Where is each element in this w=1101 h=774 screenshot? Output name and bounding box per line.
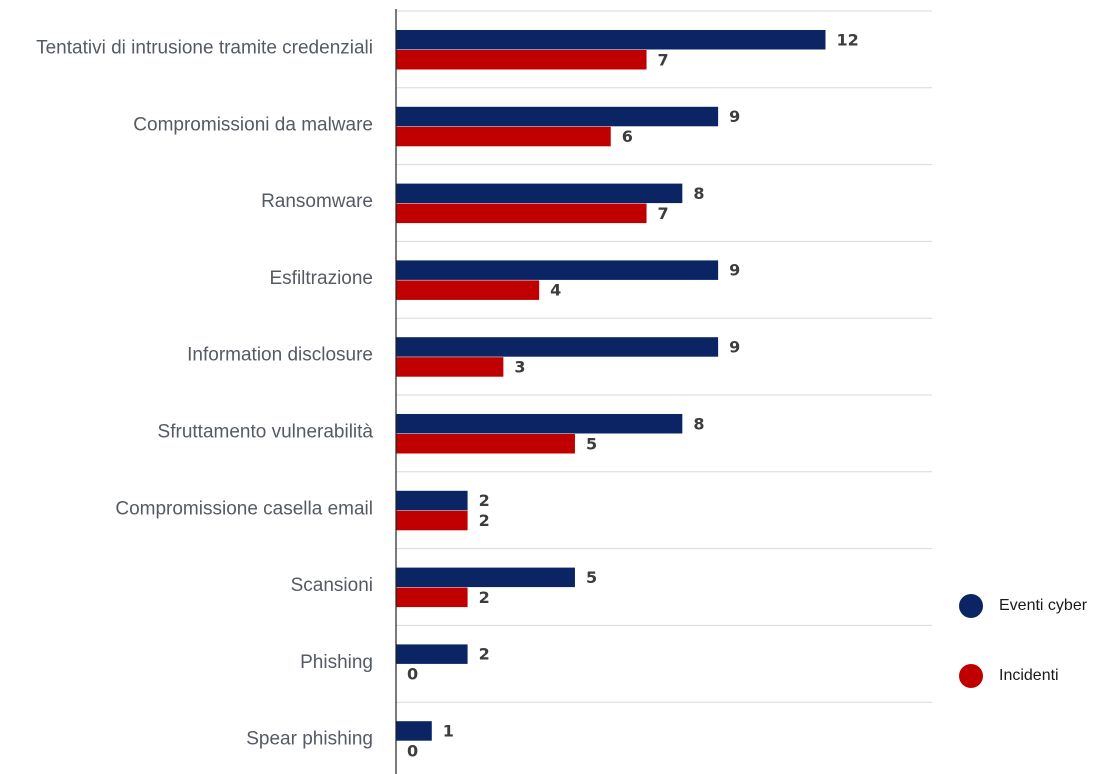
bar-incidenti	[396, 50, 647, 70]
category-label: Compromissione casella email	[115, 498, 373, 519]
data-label: 2	[479, 588, 490, 607]
bar-incidenti	[396, 357, 504, 377]
data-label: 0	[407, 665, 418, 684]
data-label: 1	[443, 721, 454, 740]
legend-label: Eventi cyber	[999, 597, 1088, 614]
bar-eventi-cyber	[396, 414, 683, 434]
data-label: 12	[837, 30, 859, 49]
bar-incidenti	[396, 280, 540, 300]
bar-incidenti	[396, 587, 468, 608]
category-label: Sfruttamento vulnerabilità	[158, 422, 374, 443]
data-label: 2	[479, 491, 490, 510]
data-label: 8	[693, 414, 704, 433]
category-label: Phishing	[300, 652, 373, 673]
category-label: Information disclosure	[187, 345, 373, 366]
bar-incidenti	[396, 126, 611, 147]
bars	[396, 30, 826, 741]
category-label: Tentativi di intrusione tramite credenzi…	[36, 38, 373, 59]
legend: Eventi cyber Incidenti	[959, 594, 1088, 688]
legend-swatch	[959, 664, 983, 688]
data-label: 2	[479, 645, 490, 664]
bar-incidenti	[396, 510, 468, 531]
data-label: 7	[658, 204, 669, 223]
category-label: Compromissioni da malware	[133, 114, 373, 135]
labels: Tentativi di intrusione tramite credenzi…	[36, 30, 859, 760]
bar-eventi-cyber	[396, 183, 683, 204]
bar-eventi-cyber	[396, 721, 432, 741]
data-label: 9	[729, 337, 740, 356]
legend-swatch	[959, 594, 983, 618]
data-label: 5	[586, 434, 597, 453]
data-label: 0	[407, 741, 418, 760]
data-label: 3	[514, 357, 525, 376]
bar-incidenti	[396, 203, 647, 224]
bar-eventi-cyber	[396, 106, 719, 127]
gridlines	[396, 10, 932, 703]
legend-label: Incidenti	[999, 667, 1059, 684]
bar-eventi-cyber	[396, 567, 575, 588]
bar-eventi-cyber	[396, 30, 826, 50]
category-label: Esfiltrazione	[270, 268, 374, 289]
data-label: 7	[658, 50, 669, 69]
data-label: 8	[693, 184, 704, 203]
bar-eventi-cyber	[396, 644, 468, 664]
category-label: Scansioni	[291, 575, 373, 596]
bar-incidenti	[396, 434, 575, 454]
data-label: 5	[586, 568, 597, 587]
data-label: 9	[729, 261, 740, 280]
category-label: Spear phishing	[246, 729, 373, 750]
bar-eventi-cyber	[396, 490, 468, 511]
data-label: 2	[479, 511, 490, 530]
bar-eventi-cyber	[396, 337, 719, 357]
category-label: Ransomware	[261, 191, 373, 212]
data-label: 9	[729, 107, 740, 126]
bar-eventi-cyber	[396, 260, 719, 280]
data-label: 6	[622, 127, 633, 146]
data-label: 4	[550, 281, 561, 300]
